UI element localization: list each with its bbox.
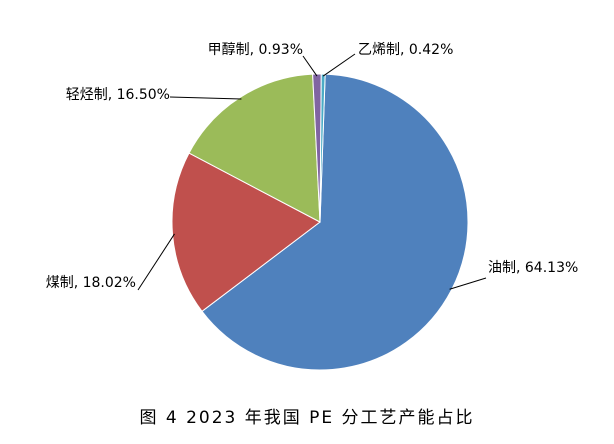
pie-slice bbox=[201, 73, 469, 371]
pie-slice bbox=[188, 73, 321, 223]
data-label: 煤制, 18.02% bbox=[46, 275, 136, 291]
leader-line bbox=[169, 96, 242, 100]
leader-line bbox=[137, 233, 175, 291]
leader-line bbox=[302, 55, 318, 77]
data-label: 轻烃制, 16.50% bbox=[66, 87, 170, 103]
data-label: 乙烯制, 0.42% bbox=[358, 42, 453, 58]
pie-slice bbox=[171, 152, 321, 313]
leader-line bbox=[322, 53, 356, 77]
data-label: 甲醇制, 0.93% bbox=[208, 41, 303, 58]
chart-title: 图 4 2023 年我国 PE 分工艺产能占比 bbox=[139, 408, 474, 428]
leader-line bbox=[449, 277, 487, 290]
data-label: 油制, 64.13% bbox=[488, 260, 578, 276]
